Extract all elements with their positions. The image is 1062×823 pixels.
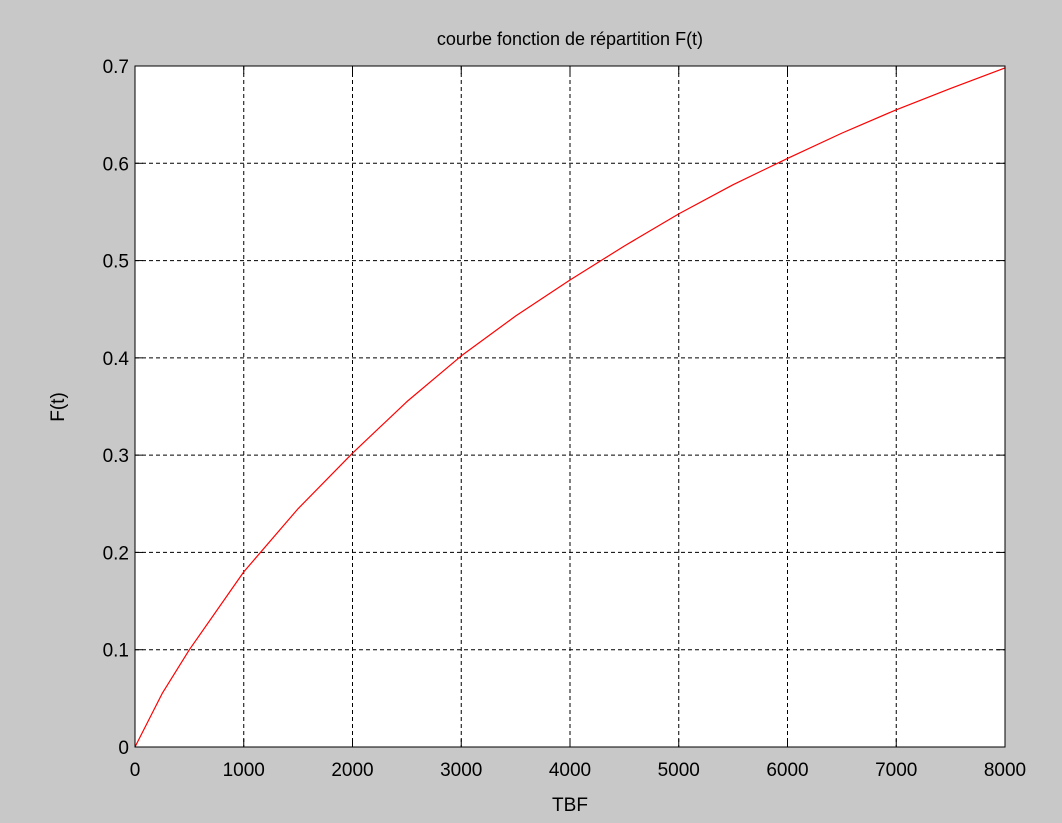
x-tick-label: 7000 <box>875 760 917 781</box>
y-tick-labels: 0 0.1 0.2 0.3 0.4 0.5 0.6 0.7 <box>103 57 130 759</box>
x-tick-label: 3000 <box>440 760 482 781</box>
chart-title: courbe fonction de répartition F(t) <box>437 29 703 49</box>
x-tick-label: 2000 <box>331 760 373 781</box>
series-line-0 <box>134 67 1006 748</box>
y-tick-label: 0 <box>118 738 129 759</box>
y-tick-label: 0.2 <box>103 543 129 564</box>
plot-area <box>134 65 1006 748</box>
series-layer <box>134 67 1006 748</box>
tick-marks <box>134 65 1006 748</box>
grid <box>135 66 1005 747</box>
y-axis-label: F(t) <box>48 392 69 422</box>
x-tick-label: 6000 <box>766 760 808 781</box>
y-tick-label: 0.5 <box>103 252 129 273</box>
x-tick-label: 5000 <box>658 760 700 781</box>
x-tick-label: 4000 <box>549 760 591 781</box>
y-tick-label: 0.3 <box>103 446 129 467</box>
y-tick-label: 0.7 <box>103 57 129 78</box>
y-tick-label: 0.4 <box>103 349 130 370</box>
y-tick-label: 0.6 <box>103 154 129 175</box>
y-tick-label: 0.1 <box>103 641 129 662</box>
x-tick-labels: 0 1000 2000 3000 4000 5000 6000 7000 8000 <box>130 760 1026 781</box>
x-tick-label: 1000 <box>223 760 265 781</box>
x-axis-label: TBF <box>552 795 588 816</box>
x-tick-label: 8000 <box>984 760 1026 781</box>
x-tick-label: 0 <box>130 760 141 781</box>
